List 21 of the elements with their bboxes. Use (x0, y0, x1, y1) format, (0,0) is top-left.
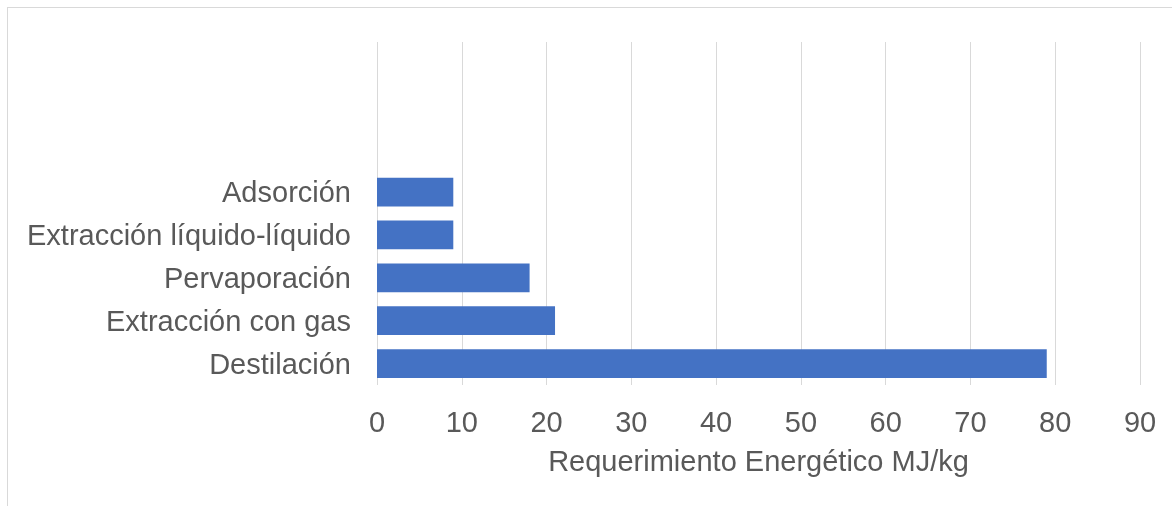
bar (377, 349, 1047, 378)
x-tick-label: 90 (1123, 405, 1157, 438)
x-tick-label: 70 (954, 405, 987, 438)
x-tick-label: 60 (869, 405, 902, 438)
x-tick-label: 20 (530, 405, 563, 438)
x-tick-label: 50 (784, 405, 818, 438)
x-tick-label: 30 (615, 405, 648, 438)
y-tick-label: Adsorción (222, 176, 351, 209)
x-tick-label: 80 (1039, 405, 1072, 438)
bar (377, 263, 530, 293)
y-tick-label: Extracción líquido-líquido (26, 218, 351, 251)
y-tick-label: Destilación (209, 347, 351, 380)
bar (377, 177, 454, 207)
x-tick-label: 40 (699, 405, 733, 438)
x-tick-label: 10 (445, 405, 478, 438)
bar (377, 220, 454, 250)
x-tick-label: 0 (368, 405, 386, 438)
bar (377, 306, 556, 336)
y-tick-label: Pervaporación (164, 261, 351, 294)
y-tick-label: Extracción con gas (105, 304, 351, 337)
x-axis-title: Requerimiento Energético MJ/kg (548, 444, 969, 477)
